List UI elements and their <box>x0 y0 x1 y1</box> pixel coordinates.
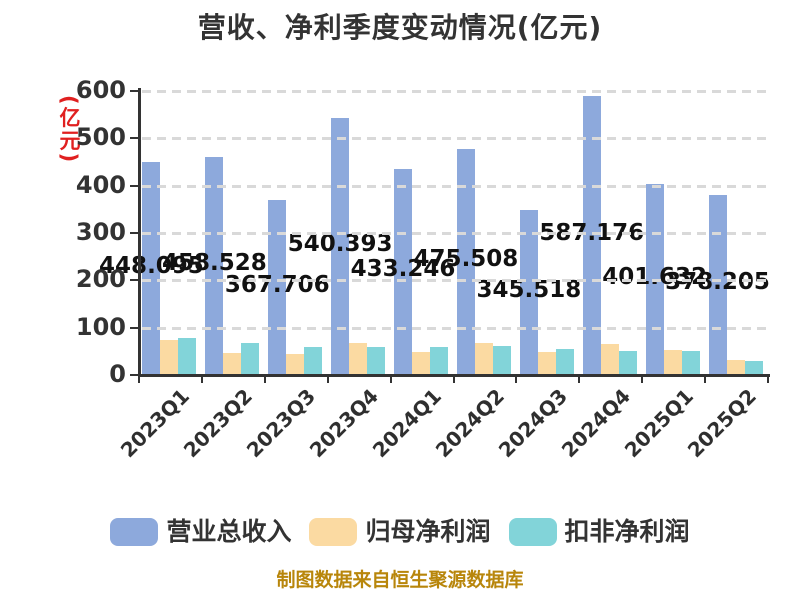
x-axis-label-2024Q3: 2024Q3 <box>493 384 572 463</box>
x-axis-tick <box>389 374 392 383</box>
legend-item-net-profit[interactable]: 归母净利润 <box>309 517 491 546</box>
x-axis-tick <box>138 374 140 383</box>
net-profit-bar-2023Q2 <box>223 352 242 374</box>
chart-title: 营收、净利季度变动情况(亿元) <box>197 11 603 44</box>
non-gaap-net-profit-bar-2025Q2 <box>744 360 763 374</box>
y-axis-line <box>138 88 141 377</box>
gridline-100 <box>142 326 771 330</box>
non-gaap-net-profit-bar-2024Q2 <box>492 345 511 374</box>
x-axis-tick <box>641 374 644 383</box>
revenue-bar-2023Q3 <box>268 199 287 374</box>
data-label-revenue-2025Q2: 378.205 <box>665 269 770 296</box>
non-gaap-net-profit-bar-2023Q4 <box>367 347 386 374</box>
legend-label-revenue: 营业总收入 <box>166 517 292 546</box>
y-axis-tick <box>130 137 138 140</box>
x-axis-label-2023Q1: 2023Q1 <box>116 384 195 463</box>
net-profit-bar-2025Q2 <box>726 360 745 374</box>
legend-item-non-gaap-net-profit[interactable]: 扣非净利润 <box>508 517 690 546</box>
revenue-bar-2024Q4 <box>582 96 601 374</box>
x-axis-label-2023Q3: 2023Q3 <box>242 384 321 463</box>
x-axis-tick <box>452 374 455 383</box>
non-gaap-net-profit-bar-2024Q3 <box>555 348 574 374</box>
legend: 营业总收入 归母净利润 扣非净利润 <box>0 518 800 546</box>
non-gaap-net-profit-bar-2025Q1 <box>681 351 700 374</box>
y-axis-tick-label: 600 <box>75 76 126 104</box>
y-axis-tick <box>130 326 138 329</box>
x-axis-label-2024Q4: 2024Q4 <box>556 384 635 463</box>
non-gaap-net-profit-bar-2023Q3 <box>304 347 323 374</box>
legend-label-net-profit: 归母净利润 <box>365 517 491 546</box>
gridline-200 <box>142 279 771 283</box>
x-axis-label-2023Q2: 2023Q2 <box>179 384 258 463</box>
x-axis-tick <box>326 374 329 383</box>
legend-label-non-gaap-net-profit: 扣非净利润 <box>564 517 690 546</box>
y-axis-tick-label: 400 <box>75 170 126 199</box>
net-profit-bar-2023Q3 <box>286 353 305 374</box>
y-axis-tick-label: 100 <box>75 312 126 341</box>
net-profit-bar-2024Q3 <box>537 352 556 374</box>
legend-swatch-net-profit <box>309 518 358 546</box>
gridline-500 <box>142 137 771 141</box>
gridline-300 <box>142 232 771 235</box>
y-axis-tick <box>130 374 138 376</box>
non-gaap-net-profit-bar-2023Q1 <box>178 337 197 374</box>
data-label-revenue-2023Q1: 448.095 <box>99 252 204 279</box>
x-axis-label-2025Q1: 2025Q1 <box>619 384 698 463</box>
y-axis-tick-label: 200 <box>75 265 126 294</box>
y-axis-tick <box>130 184 138 187</box>
y-axis-tick <box>130 232 138 234</box>
y-axis-name: (亿元) <box>57 95 81 165</box>
data-label-revenue-2023Q3: 367.706 <box>224 271 330 298</box>
net-profit-bar-2023Q1 <box>160 339 179 374</box>
net-profit-bar-2025Q1 <box>663 350 682 374</box>
x-axis-label-2024Q2: 2024Q2 <box>430 384 509 463</box>
legend-swatch-non-gaap-net-profit <box>508 518 557 546</box>
data-label-revenue-2023Q4: 540.393 <box>287 231 393 258</box>
revenue-bar-2024Q3 <box>519 210 538 374</box>
legend-item-revenue[interactable]: 营业总收入 <box>110 518 291 546</box>
revenue-bar-2023Q4 <box>331 118 350 374</box>
data-label-revenue-2024Q2: 475.508 <box>413 246 519 273</box>
x-axis-label-2025Q2: 2025Q2 <box>682 384 761 463</box>
data-label-revenue-2024Q1: 433.246 <box>350 256 456 283</box>
y-axis-tick-label: 300 <box>75 218 126 246</box>
non-gaap-net-profit-bar-2023Q2 <box>241 343 260 374</box>
x-axis-label-2024Q1: 2024Q1 <box>367 384 447 463</box>
gridline-600 <box>142 90 771 93</box>
data-source-note: 制图数据来自恒生聚源数据库 <box>276 569 524 591</box>
net-profit-bar-2024Q2 <box>474 343 493 374</box>
gridline-400 <box>142 184 771 188</box>
legend-swatch-revenue <box>110 518 159 546</box>
net-profit-bar-2024Q4 <box>600 343 619 374</box>
y-axis-tick-label: 0 <box>109 360 126 388</box>
revenue-bar-2024Q1 <box>394 168 413 374</box>
x-axis-tick <box>515 374 518 383</box>
x-axis-tick <box>263 374 266 383</box>
revenue-bar-2024Q2 <box>456 148 475 374</box>
non-gaap-net-profit-bar-2024Q1 <box>430 346 449 374</box>
data-label-revenue-2023Q2: 458.528 <box>161 250 267 277</box>
revenue-bar-2023Q1 <box>142 161 161 374</box>
x-axis-label-2023Q4: 2023Q4 <box>304 384 384 463</box>
non-gaap-net-profit-bar-2024Q4 <box>618 351 637 374</box>
x-axis-tick <box>704 374 707 383</box>
data-label-revenue-2025Q1: 401.632 <box>602 263 708 290</box>
x-axis-tick <box>578 374 581 383</box>
y-axis-tick-label: 500 <box>75 123 126 152</box>
revenue-bar-2025Q1 <box>645 183 664 374</box>
x-axis-tick <box>200 374 203 383</box>
net-profit-bar-2024Q1 <box>412 352 431 374</box>
y-axis-tick <box>130 279 138 282</box>
revenue-bar-2023Q2 <box>205 156 224 374</box>
net-profit-bar-2023Q4 <box>349 342 368 374</box>
x-axis-tick <box>767 374 769 383</box>
y-axis-tick <box>130 90 138 92</box>
